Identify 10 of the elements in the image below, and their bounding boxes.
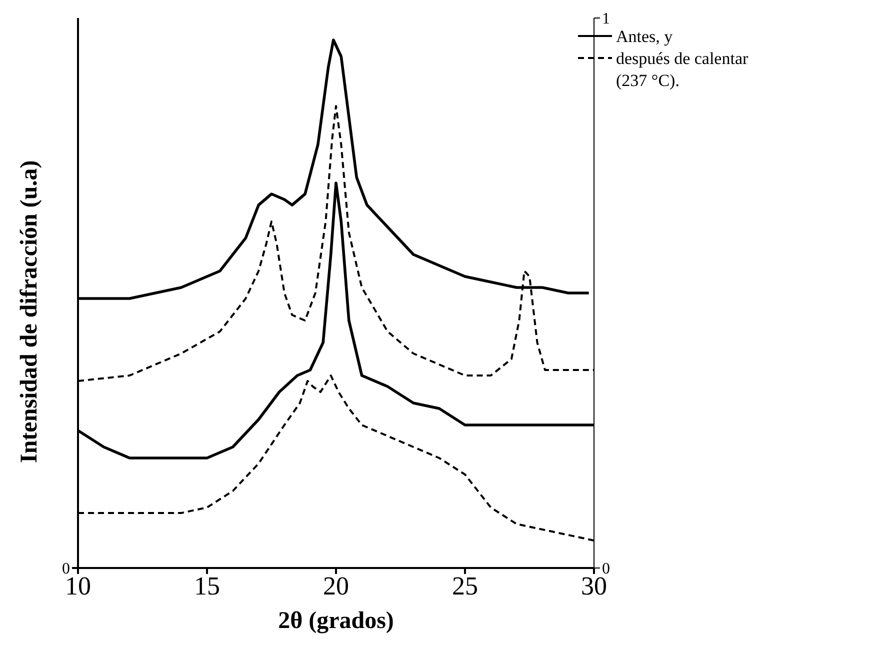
legend-label: después de calentar (237 °C). bbox=[616, 48, 750, 92]
text: 0 bbox=[62, 560, 70, 578]
x-axis-title: 2θ (grados) bbox=[278, 608, 394, 634]
x-tick-label: 15 bbox=[194, 571, 220, 600]
y2-tick-label: 0 bbox=[602, 560, 610, 578]
x-tick-label: 25 bbox=[452, 571, 478, 600]
y2-tick-label: 1 bbox=[602, 10, 610, 28]
y-axis-title: Intensidad de difracción (u.a) bbox=[16, 160, 43, 463]
legend-label: Antes, y bbox=[616, 26, 673, 48]
x-tick-label: 20 bbox=[323, 571, 349, 600]
